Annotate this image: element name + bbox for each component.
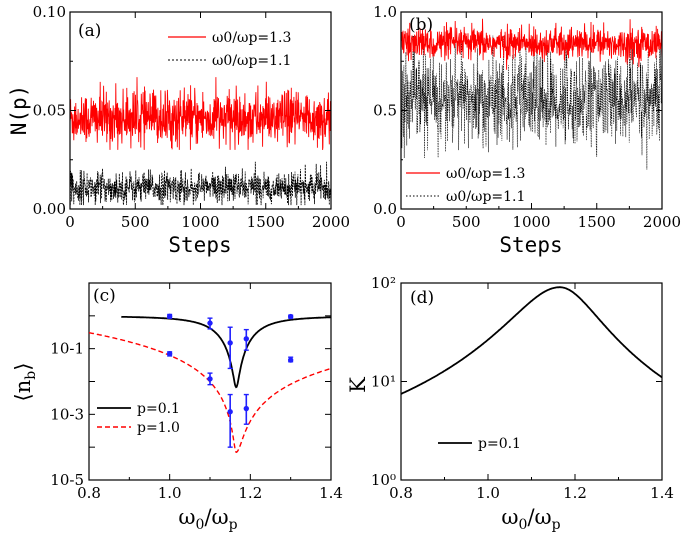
panel-a: 0 500 1000 1500 2000 0.00 0.05 0.10 (a) ω0/ωp=1… — [7, 3, 350, 257]
error-bar — [287, 356, 294, 363]
y-tick-label: 10² — [371, 274, 396, 292]
x-tick-label: 1000 — [512, 213, 550, 231]
panel-a-series-black — [69, 161, 332, 206]
panel-c-legend-label-black: p=0.1 — [137, 401, 180, 417]
x-tick-label: 2000 — [643, 213, 681, 231]
panel-a-ylabel: N(p) — [7, 85, 31, 136]
panel-d: 0.8 1.0 1.2 1.4 10⁰ 10¹ 10² (d) p=0.1 ω0/ωp K — [346, 274, 674, 533]
x-tick-label: 1500 — [247, 213, 285, 231]
error-bar — [227, 393, 233, 448]
y-tick-label: 0.0 — [373, 200, 397, 218]
x-tick-label: 500 — [121, 213, 150, 231]
x-tick-label: 1.2 — [563, 484, 587, 502]
error-bar — [243, 393, 250, 425]
error-bar — [166, 351, 173, 357]
error-bar — [207, 372, 213, 386]
panel-b-series-black — [400, 35, 663, 170]
panel-d-tag: (d) — [410, 288, 434, 308]
x-tick-label: 1.0 — [158, 484, 182, 502]
panel-d-legend-label-black: p=0.1 — [478, 436, 521, 452]
y-tick-label: 10-3 — [50, 405, 84, 423]
y-tick-label: 0.5 — [373, 102, 397, 120]
x-tick-label: 0 — [396, 213, 406, 231]
error-bar — [207, 317, 213, 330]
error-bar — [287, 313, 294, 320]
panel-a-xlabel: Steps — [168, 233, 231, 257]
y-tick-label: 0.05 — [33, 102, 66, 120]
panel-d-ylabel: K — [346, 377, 370, 393]
panel-c: 0.8 1.0 1.2 1.4 10-5 10-3 10-1 (c) p=0.1 p=1.0… — [11, 282, 343, 533]
x-tick-label: 0.8 — [77, 484, 101, 502]
panel-c-legend-label-red: p=1.0 — [137, 420, 180, 436]
panel-b-tag: (b) — [409, 15, 433, 35]
y-tick-label: 10⁰ — [371, 471, 396, 489]
panel-d-xlabel: ω0/ωp — [501, 505, 560, 533]
error-bar — [243, 328, 250, 351]
panel-b-series-red — [400, 18, 663, 70]
panel-b-legend-label-red: ω0/ωp=1.3 — [446, 166, 525, 182]
y-tick-label: 1.0 — [373, 3, 397, 21]
panel-d-frame — [400, 282, 663, 481]
x-tick-label: 1500 — [578, 213, 616, 231]
panel-a-series-red — [69, 77, 332, 150]
x-tick-label: 1.0 — [476, 484, 500, 502]
x-tick-label: 1.4 — [319, 484, 343, 502]
x-tick-label: 1.2 — [238, 484, 262, 502]
panel-a-tag: (a) — [78, 21, 101, 41]
y-tick-label: 0.00 — [33, 200, 66, 218]
error-bar — [227, 326, 233, 370]
x-tick-label: 2000 — [312, 213, 350, 231]
panel-c-ylabel: ⟨nb⟩ — [11, 363, 39, 402]
panel-c-series-black — [121, 315, 331, 389]
y-tick-label: 10-5 — [50, 471, 84, 489]
error-bar — [166, 313, 173, 319]
y-tick-label: 10-1 — [50, 340, 84, 358]
y-tick-label: 0.10 — [33, 3, 66, 21]
panel-b-xlabel: Steps — [499, 233, 562, 257]
panel-c-series-red — [88, 332, 332, 453]
panel-c-tag: (c) — [93, 286, 116, 306]
panel-b-legend-box — [403, 158, 525, 206]
panel-a-legend-label-black: ω0/ωp=1.1 — [212, 53, 291, 69]
panel-d-series-black — [400, 286, 663, 395]
panel-b-legend-label-black: ω0/ωp=1.1 — [446, 189, 525, 205]
panel-c-xlabel: ω0/ωp — [178, 505, 237, 533]
panel-a-legend-label-red: ω0/ωp=1.3 — [212, 30, 291, 46]
x-tick-label: 0.8 — [389, 484, 413, 502]
y-tick-label: 10¹ — [371, 373, 396, 391]
x-tick-label: 500 — [452, 213, 481, 231]
x-tick-label: 1.4 — [650, 484, 674, 502]
panel-c-error-bars — [166, 313, 294, 448]
x-tick-label: 0 — [65, 213, 75, 231]
x-tick-label: 1000 — [181, 213, 219, 231]
